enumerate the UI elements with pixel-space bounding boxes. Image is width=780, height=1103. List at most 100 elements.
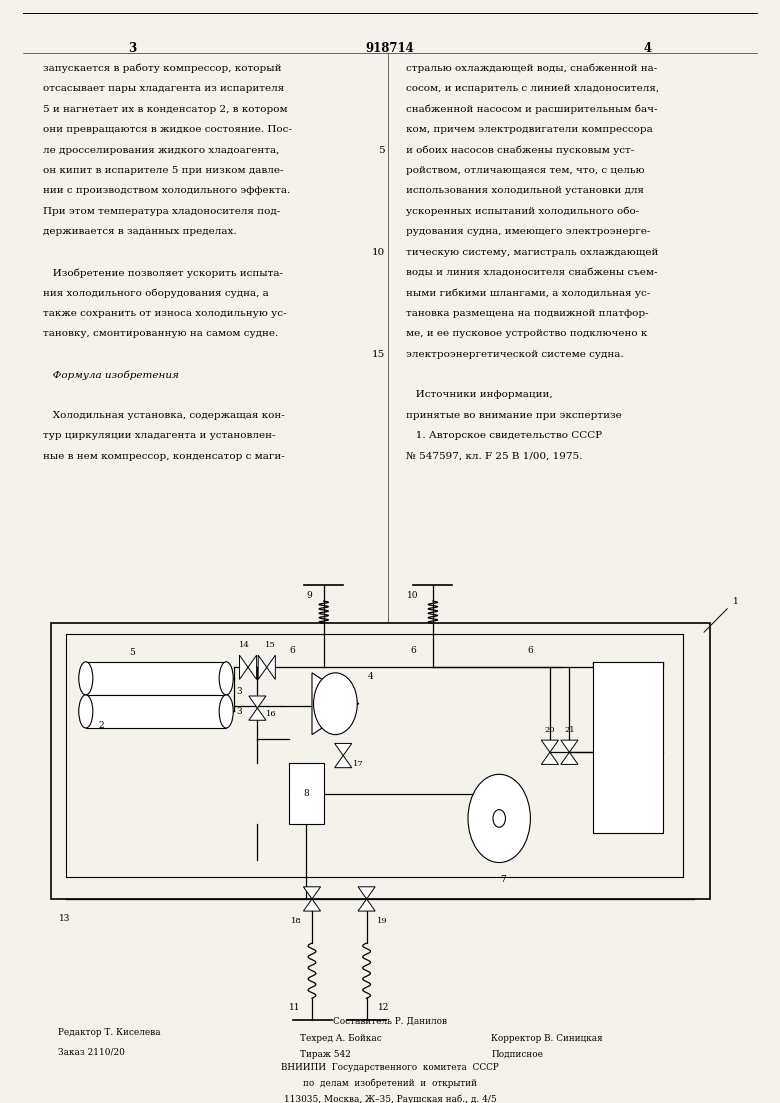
Text: 15: 15 xyxy=(371,350,385,358)
Text: Корректор В. Синицкая: Корректор В. Синицкая xyxy=(491,1034,603,1042)
Text: по  делам  изобретений  и  открытий: по делам изобретений и открытий xyxy=(303,1079,477,1089)
Text: ные в нем компрессор, конденсатор с маги-: ные в нем компрессор, конденсатор с маги… xyxy=(43,452,285,461)
Text: также сохранить от износа холодильную ус-: также сохранить от износа холодильную ус… xyxy=(43,309,286,318)
Bar xyxy=(66,634,682,877)
Text: 5 и нагнетает их в конденсатор 2, в котором: 5 и нагнетает их в конденсатор 2, в кото… xyxy=(43,105,288,114)
Text: 21: 21 xyxy=(564,726,575,735)
Text: тановку, смонтированную на самом судне.: тановку, смонтированную на самом судне. xyxy=(43,329,278,339)
Text: При этом температура хладоносителя под-: При этом температура хладоносителя под- xyxy=(43,207,280,216)
Polygon shape xyxy=(358,899,375,911)
Text: держивается в заданных пределах.: держивается в заданных пределах. xyxy=(43,227,236,236)
Text: Холодильная установка, содержащая кон-: Холодильная установка, содержащая кон- xyxy=(43,411,285,420)
Text: 5: 5 xyxy=(378,146,385,154)
Text: снабженной насосом и расширительным бач-: снабженной насосом и расширительным бач- xyxy=(406,105,657,115)
Text: 10: 10 xyxy=(371,248,385,257)
Text: 4: 4 xyxy=(367,672,374,681)
Polygon shape xyxy=(312,673,359,735)
Text: ВНИИПИ  Государственного  комитета  СССР: ВНИИПИ Государственного комитета СССР xyxy=(281,1063,499,1072)
Polygon shape xyxy=(561,752,578,764)
Polygon shape xyxy=(541,740,558,752)
Text: тановка размещена на подвижной платфор-: тановка размещена на подвижной платфор- xyxy=(406,309,648,318)
Text: ком, причем электродвигатели компрессора: ком, причем электродвигатели компрессора xyxy=(406,126,652,135)
Text: 113035, Москва, Ж–35, Раушская наб., д. 4/5: 113035, Москва, Ж–35, Раушская наб., д. … xyxy=(284,1094,496,1103)
Polygon shape xyxy=(258,655,267,679)
Circle shape xyxy=(493,810,505,827)
Bar xyxy=(593,662,663,833)
Ellipse shape xyxy=(79,662,93,695)
Text: 12: 12 xyxy=(378,1003,390,1011)
Text: 10: 10 xyxy=(407,591,419,600)
Text: Заказ 2110/20: Заказ 2110/20 xyxy=(58,1048,126,1057)
Ellipse shape xyxy=(79,695,93,728)
Text: рудования судна, имеющего электроэнерге-: рудования судна, имеющего электроэнерге- xyxy=(406,227,650,236)
Text: 6: 6 xyxy=(410,646,417,655)
Polygon shape xyxy=(561,740,578,752)
Polygon shape xyxy=(303,899,321,911)
Text: воды и линия хладоносителя снабжены съем-: воды и линия хладоносителя снабжены съем… xyxy=(406,268,657,277)
Text: 9: 9 xyxy=(307,591,312,600)
Text: 6: 6 xyxy=(527,646,534,655)
Bar xyxy=(86,695,226,728)
Ellipse shape xyxy=(219,662,233,695)
Text: 3: 3 xyxy=(236,687,242,696)
Circle shape xyxy=(314,673,357,735)
Text: ройством, отличающаяся тем, что, с целью: ройством, отличающаяся тем, что, с целью xyxy=(406,167,644,175)
Text: № 547597, кл. F 25 В 1/00, 1975.: № 547597, кл. F 25 В 1/00, 1975. xyxy=(406,452,582,461)
Text: ными гибкими шлангами, а холодильная ус-: ными гибкими шлангами, а холодильная ус- xyxy=(406,289,650,298)
Text: 19: 19 xyxy=(377,917,388,925)
Text: ния холодильного оборудования судна, а: ния холодильного оборудования судна, а xyxy=(43,289,268,298)
Text: Источники информации,: Источники информации, xyxy=(406,390,552,399)
Text: Изобретение позволяет ускорить испыта-: Изобретение позволяет ускорить испыта- xyxy=(43,268,283,278)
Text: 2: 2 xyxy=(98,721,105,730)
Polygon shape xyxy=(358,887,375,899)
Text: ускоренных испытаний холодильного обо-: ускоренных испытаний холодильного обо- xyxy=(406,207,639,216)
Bar xyxy=(86,662,226,695)
Polygon shape xyxy=(248,655,257,679)
Text: 8: 8 xyxy=(303,789,309,799)
Text: Подписное: Подписное xyxy=(491,1050,544,1059)
Polygon shape xyxy=(249,708,266,720)
Text: 20: 20 xyxy=(544,726,555,735)
Text: ме, и ее пусковое устройство подключено к: ме, и ее пусковое устройство подключено … xyxy=(406,329,647,339)
Text: 918714: 918714 xyxy=(366,42,414,55)
Text: он кипит в испарителе 5 при низком давле-: он кипит в испарителе 5 при низком давле… xyxy=(43,167,283,175)
Text: стралью охлаждающей воды, снабженной на-: стралью охлаждающей воды, снабженной на- xyxy=(406,64,657,74)
Text: 1: 1 xyxy=(733,597,739,606)
Polygon shape xyxy=(239,655,248,679)
Bar xyxy=(51,623,710,899)
Polygon shape xyxy=(541,752,558,764)
Text: 7: 7 xyxy=(500,875,506,884)
Text: и обоих насосов снабжены пусковым уст-: и обоих насосов снабжены пусковым уст- xyxy=(406,146,634,156)
Bar xyxy=(289,763,324,824)
Text: 14: 14 xyxy=(239,641,250,650)
Text: сосом, и испаритель с линией хладоносителя,: сосом, и испаритель с линией хладоносите… xyxy=(406,85,659,94)
Text: 3: 3 xyxy=(236,707,242,716)
Polygon shape xyxy=(335,743,352,756)
Text: они превращаются в жидкое состояние. Пос-: они превращаются в жидкое состояние. Пос… xyxy=(43,126,292,135)
Text: принятые во внимание при экспертизе: принятые во внимание при экспертизе xyxy=(406,411,622,420)
Text: Формула изобретения: Формула изобретения xyxy=(43,371,179,379)
Ellipse shape xyxy=(219,695,233,728)
Text: 3: 3 xyxy=(129,42,136,55)
Text: 11: 11 xyxy=(289,1003,300,1011)
Text: тическую систему, магистраль охлаждающей: тическую систему, магистраль охлаждающей xyxy=(406,248,658,257)
Text: тур циркуляции хладагента и установлен-: тур циркуляции хладагента и установлен- xyxy=(43,431,275,440)
Polygon shape xyxy=(249,696,266,708)
Text: электроэнергетической системе судна.: электроэнергетической системе судна. xyxy=(406,350,623,358)
Text: использования холодильной установки для: использования холодильной установки для xyxy=(406,186,644,195)
Text: 6: 6 xyxy=(289,646,296,655)
Circle shape xyxy=(468,774,530,863)
Text: Тираж 542: Тираж 542 xyxy=(300,1050,351,1059)
Text: 13: 13 xyxy=(58,914,70,923)
Text: Редактор Т. Киселева: Редактор Т. Киселева xyxy=(58,1028,161,1037)
Text: запускается в работу компрессор, который: запускается в работу компрессор, который xyxy=(43,64,282,74)
Text: 16: 16 xyxy=(266,709,277,718)
Polygon shape xyxy=(267,655,275,679)
Text: 17: 17 xyxy=(353,760,364,769)
Text: Составитель Р. Данилов: Составитель Р. Данилов xyxy=(333,1017,447,1026)
Text: 1. Авторское свидетельство СССР: 1. Авторское свидетельство СССР xyxy=(406,431,601,440)
Text: 4: 4 xyxy=(644,42,651,55)
Polygon shape xyxy=(335,756,352,768)
Text: нии с производством холодильного эффекта.: нии с производством холодильного эффекта… xyxy=(43,186,290,195)
Polygon shape xyxy=(303,887,321,899)
